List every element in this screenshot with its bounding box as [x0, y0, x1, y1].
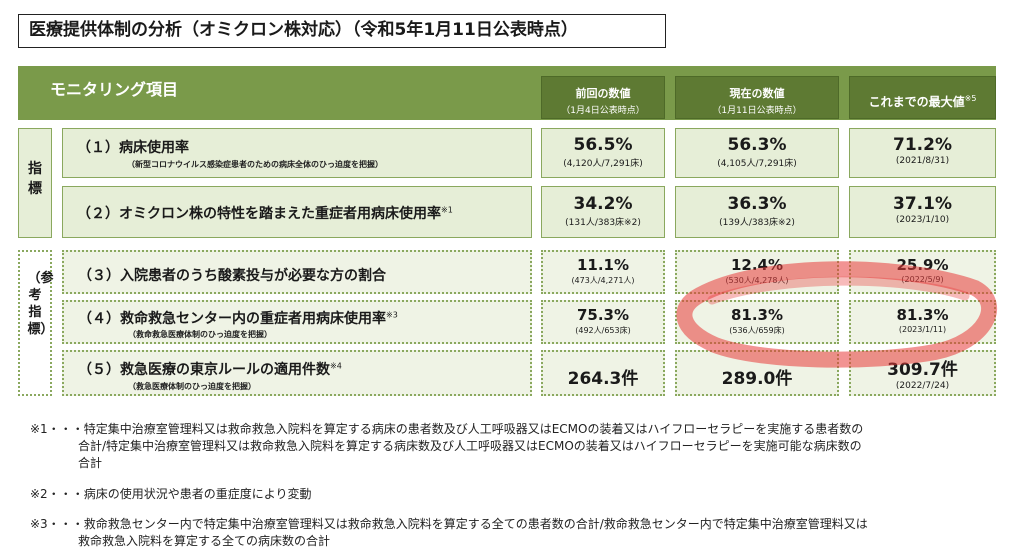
row-3-prev-value: 11.1%	[576, 256, 630, 274]
side-label-indicator-text: 指標	[28, 161, 42, 197]
row-2-title-text: （２）オミクロン株の特性を踏まえた重症者用病床使用率	[77, 206, 441, 222]
row-3-prev: 11.1% (473人/4,271人)	[541, 250, 665, 294]
note-3: ※3・・・救命救急センター内で特定集中治療室管理料又は救命救急入院料を算定する全…	[30, 515, 1010, 549]
note-2: ※2・・・病床の使用状況や患者の重症度により変動	[30, 487, 312, 501]
page-title: 医療提供体制の分析（オミクロン株対応）（令和5年1月11日公表時点）	[18, 14, 666, 48]
row-1-label: （１）病床使用率 （新型コロナウイルス感染症患者のための病床全体のひっ迫度を把握…	[62, 128, 532, 178]
row-4-prev-detail: (492人/653床)	[575, 326, 631, 335]
row-5-note: ※4	[330, 361, 342, 371]
side-label-indicator: 指標	[18, 128, 52, 238]
row-4-max-value: 81.3%	[896, 306, 949, 324]
row-5-title: （５）救急医療の東京ルールの適用件数※4	[78, 359, 342, 379]
row-5-max-value: 309.7件	[887, 360, 958, 380]
note-1-line-3: 合計	[78, 456, 103, 470]
col-header-prev-date: （1月4日公表時点）	[561, 106, 645, 116]
row-4-subtitle: （救命救急医療体制のひっ迫度を把握）	[128, 330, 272, 339]
row-4-prev: 75.3% (492人/653床)	[541, 300, 665, 344]
row-1-max: 71.2% (2021/8/31)	[849, 128, 996, 178]
row-5-subtitle: （救急医療体制のひっ迫度を把握）	[128, 382, 256, 391]
row-4-title-text: （４）救命救急センター内の重症者用病床使用率	[78, 311, 386, 327]
highlight-stroke-1	[676, 261, 998, 368]
row-2-prev-detail: (131人/383床※2)	[565, 218, 641, 228]
row-2-current-value: 36.3%	[727, 194, 787, 214]
row-5-prev-value: 264.3件	[567, 369, 639, 389]
row-5-title-text: （５）救急医療の東京ルールの適用件数	[78, 362, 330, 378]
row-4-current-value: 81.3%	[730, 306, 784, 324]
row-1-prev-value: 56.5%	[573, 135, 633, 155]
note-1: ※1・・・特定集中治療室管理料又は救命救急入院料を算定する病床の患者数及び人工呼…	[30, 420, 1010, 471]
row-3-title: （３）入院患者のうち酸素投与が必要な方の割合	[78, 268, 386, 284]
note-1-line-1: ※1・・・特定集中治療室管理料又は救命救急入院料を算定する病床の患者数及び人工呼…	[30, 422, 864, 436]
row-4-note: ※3	[386, 310, 398, 320]
note-3-line-1: ※3・・・救命救急センター内で特定集中治療室管理料又は救命救急入院料を算定する全…	[30, 517, 868, 531]
row-1-prev: 56.5% (4,120人/7,291床)	[541, 128, 665, 178]
row-3-prev-detail: (473人/4,271人)	[571, 276, 635, 285]
col-header-current: 現在の数値 （1月11日公表時点）	[675, 76, 839, 119]
col-header-max-note: ※5	[964, 94, 977, 103]
monitoring-items-label: モニタリング項目	[50, 80, 179, 99]
col-header-prev: 前回の数値 （1月4日公表時点）	[541, 76, 665, 119]
side-label-reference: （参考指標）	[18, 250, 54, 396]
row-5-prev: 264.3件	[541, 350, 665, 396]
note-3-line-2: 救命救急入院料を算定する全ての病床数の合計	[78, 534, 331, 548]
row-5-label: （５）救急医療の東京ルールの適用件数※4 （救急医療体制のひっ迫度を把握）	[62, 350, 532, 396]
row-4-title: （４）救命救急センター内の重症者用病床使用率※3	[78, 308, 398, 328]
row-4-label: （４）救命救急センター内の重症者用病床使用率※3 （救命救急医療体制のひっ迫度を…	[62, 300, 532, 344]
row-2-label: （２）オミクロン株の特性を踏まえた重症者用病床使用率※1	[62, 186, 532, 238]
row-2-max: 37.1% (2023/1/10)	[849, 186, 996, 238]
row-4-current-detail: (536人/659床)	[729, 326, 785, 335]
row-2-note: ※1	[441, 205, 453, 215]
row-4-max-detail: (2023/1/11)	[898, 325, 947, 334]
row-1-max-value: 71.2%	[893, 135, 952, 155]
row-5-max-detail: (2022/7/24)	[895, 381, 950, 391]
highlight-stroke-2	[707, 276, 970, 305]
row-1-current-detail: (4,105人/7,291床)	[717, 159, 797, 169]
row-2-max-value: 37.1%	[893, 194, 952, 214]
row-1-subtitle: （新型コロナウイルス感染症患者のための病床全体のひっ迫度を把握）	[127, 160, 383, 169]
row-1-title: （１）病床使用率	[77, 140, 189, 156]
col-header-current-title: 現在の数値	[729, 87, 785, 100]
row-3-label: （３）入院患者のうち酸素投与が必要な方の割合	[62, 250, 532, 294]
row-2-title: （２）オミクロン株の特性を踏まえた重症者用病床使用率※1	[77, 203, 453, 223]
row-4-prev-value: 75.3%	[576, 306, 630, 324]
row-5-current-value: 289.0件	[721, 369, 793, 389]
row-1-current: 56.3% (4,105人/7,291床)	[675, 128, 839, 178]
row-2-prev: 34.2% (131人/383床※2)	[541, 186, 665, 238]
note-1-line-2: 合計/特定集中治療室管理料又は救命救急入院料を算定する病床数及び人工呼吸器又はE…	[78, 439, 862, 453]
row-1-current-value: 56.3%	[727, 135, 787, 155]
col-header-prev-title: 前回の数値	[575, 87, 631, 100]
col-header-max-title: これまでの最大値	[868, 95, 965, 109]
col-header-max: これまでの最大値※5	[849, 76, 996, 119]
row-2-current-detail: (139人/383床※2)	[719, 218, 795, 228]
row-2-prev-value: 34.2%	[573, 194, 633, 214]
row-2-current: 36.3% (139人/383床※2)	[675, 186, 839, 238]
col-header-current-date: （1月11日公表時点）	[712, 106, 802, 116]
row-1-max-detail: (2021/8/31)	[895, 156, 950, 166]
row-2-max-detail: (2023/1/10)	[895, 215, 950, 225]
row-1-prev-detail: (4,120人/7,291床)	[563, 159, 643, 169]
